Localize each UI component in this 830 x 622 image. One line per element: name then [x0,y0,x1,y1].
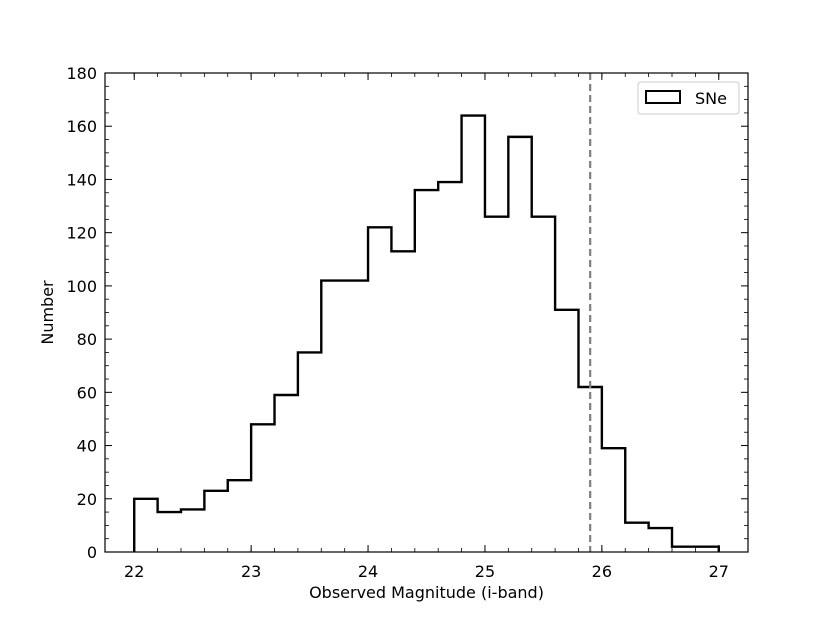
histogram-bin [391,251,414,552]
y-tick-label: 160 [66,117,97,136]
histogram-bin [532,217,555,552]
histogram-series-sne [133,114,720,552]
histogram-bin [321,281,344,552]
histogram-bin [485,217,508,552]
histogram-bin [602,448,625,552]
histogram-bin [275,395,298,552]
x-tick-label: 26 [592,562,612,581]
axis-labels: Observed Magnitude (i-band) Number [38,280,544,602]
histogram-bin [298,352,321,552]
histogram-bin [438,182,461,552]
x-tick-label: 23 [241,562,261,581]
x-tick-label: 25 [475,562,495,581]
y-tick-label: 40 [77,437,97,456]
histogram-bin [158,512,181,552]
y-axis-label: Number [38,280,57,345]
histogram-bin [368,227,391,552]
histogram-bin [228,480,251,552]
y-tick-label: 140 [66,170,97,189]
histogram-bin [204,491,227,552]
axis-ticks: 22 23 24 25 26 27 0 20 40 60 80 100 120 140 160 180 [66,64,748,581]
plot-area [133,73,720,552]
histogram-bin [181,509,204,552]
y-tick-label: 20 [77,490,97,509]
legend-label-sne: SNe [695,89,727,108]
x-tick-label: 24 [358,562,378,581]
y-tick-label: 120 [66,224,97,243]
histogram-bin [508,137,531,552]
histogram-bin [555,310,578,552]
x-tick-label: 22 [124,562,144,581]
x-axis-label: Observed Magnitude (i-band) [309,583,544,602]
histogram-bin [415,190,438,552]
y-tick-label: 100 [66,277,97,296]
y-tick-label: 60 [77,383,97,402]
histogram-bin [625,523,648,552]
plot-frame [104,72,749,553]
legend: SNe [637,81,740,115]
histogram-bin [695,547,718,552]
histogram-bin [649,528,672,552]
histogram-bin [134,499,157,552]
histogram-bin [251,424,274,552]
y-tick-label: 0 [87,543,97,562]
histogram-bin [672,547,695,552]
y-tick-label: 180 [66,64,97,83]
y-tick-label: 80 [77,330,97,349]
x-tick-label: 27 [709,562,729,581]
histogram-bin [345,281,368,552]
histogram-bin [462,116,485,552]
legend-swatch [645,90,681,104]
